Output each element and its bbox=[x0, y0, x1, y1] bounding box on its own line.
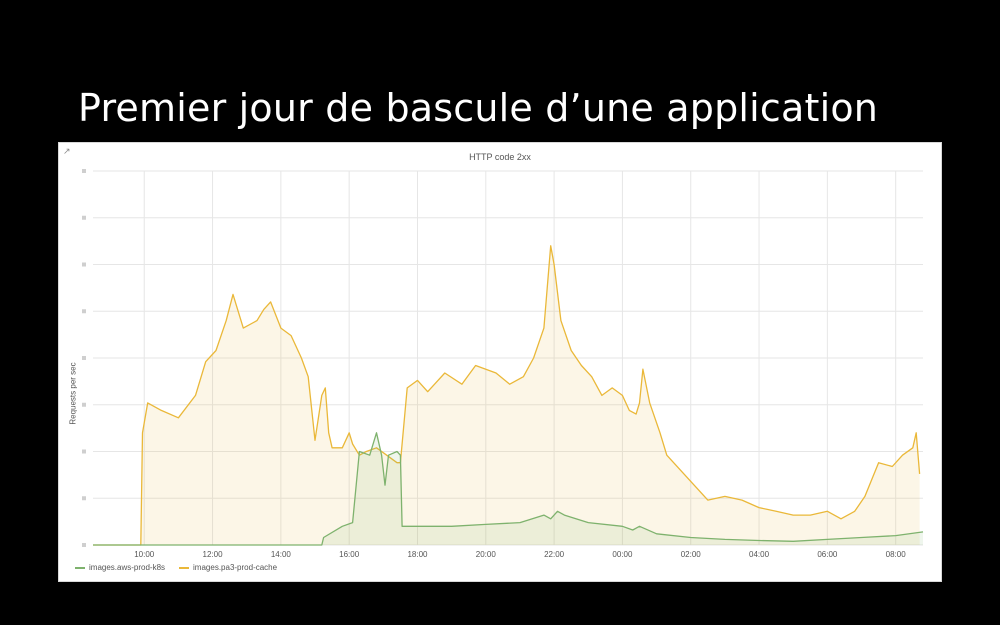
x-tick-label: 12:00 bbox=[203, 550, 224, 559]
y-tick-label bbox=[82, 215, 86, 220]
y-tick-label bbox=[82, 402, 86, 407]
legend-item-k8s[interactable]: images.aws-prod-k8s bbox=[75, 563, 165, 572]
series-line-1 bbox=[93, 245, 921, 546]
y-tick-label bbox=[82, 496, 86, 501]
x-tick-label: 18:00 bbox=[407, 550, 428, 559]
chart-legend: images.aws-prod-k8s images.pa3-prod-cach… bbox=[75, 563, 277, 572]
x-tick-label: 16:00 bbox=[339, 550, 360, 559]
legend-label: images.pa3-prod-cache bbox=[193, 563, 278, 572]
legend-label: images.aws-prod-k8s bbox=[89, 563, 166, 572]
y-tick-label bbox=[82, 356, 86, 360]
legend-swatch bbox=[179, 566, 190, 569]
x-tick-label: 00:00 bbox=[612, 550, 633, 559]
legend-item-cache[interactable]: images.pa3-prod-cache bbox=[179, 563, 277, 572]
x-tick-label: 06:00 bbox=[817, 550, 838, 559]
y-tick-label bbox=[82, 449, 86, 454]
x-tick-label: 02:00 bbox=[681, 550, 702, 559]
chart-panel: ↗ HTTP code 2xx Requests per sec 10:00 12… bbox=[58, 142, 942, 582]
x-tick-label: 14:00 bbox=[271, 550, 292, 559]
x-tick-label: 04:00 bbox=[749, 550, 770, 559]
x-tick-label: 20:00 bbox=[476, 550, 497, 559]
x-tick-label: 22:00 bbox=[544, 550, 565, 559]
x-tick-label: 08:00 bbox=[886, 550, 907, 559]
chart-plot: 10:00 12:00 14:00 16:00 18:00 20:00 22:00 00:00… bbox=[82, 169, 924, 559]
external-link-icon[interactable]: ↗ bbox=[63, 146, 71, 156]
y-tick-label bbox=[82, 169, 86, 173]
y-tick-label bbox=[82, 309, 86, 314]
chart-title: HTTP code 2xx bbox=[469, 152, 531, 162]
y-tick-label bbox=[82, 543, 86, 547]
x-tick-label: 10:00 bbox=[134, 550, 155, 559]
y-tick-label bbox=[82, 262, 86, 267]
legend-swatch bbox=[75, 566, 85, 569]
series-line-0 bbox=[93, 432, 924, 546]
slide-title: Premier jour de bascule d’une applicatio… bbox=[78, 86, 879, 130]
series-area-1 bbox=[93, 245, 920, 546]
